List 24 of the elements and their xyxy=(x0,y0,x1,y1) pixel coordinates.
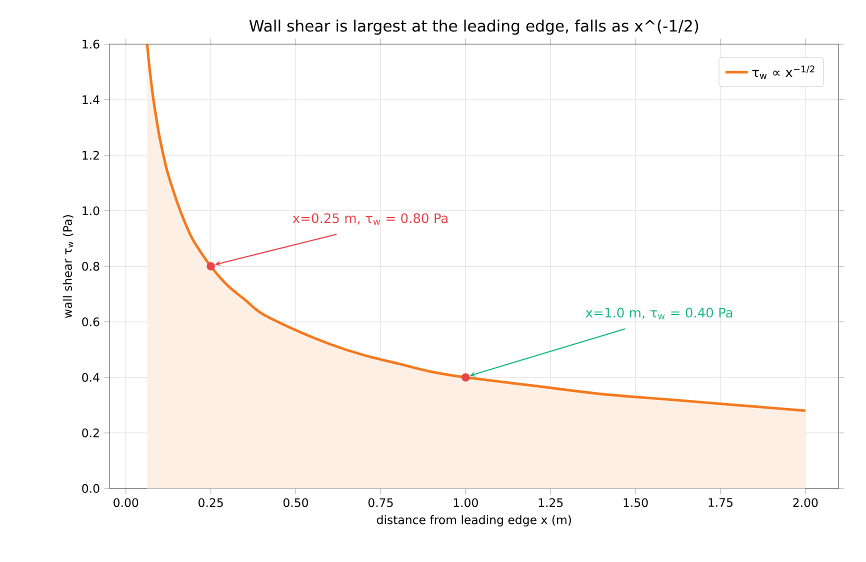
x-tick-label: 1.50 xyxy=(624,498,648,508)
x-tick-label: 0.00 xyxy=(114,498,138,508)
x-tick-label: 0.75 xyxy=(368,498,393,508)
y-tick-label: 0.4 xyxy=(82,372,100,382)
x-tick-label: 2.00 xyxy=(793,498,818,508)
x-axis-title: distance from leading edge x (m) xyxy=(376,515,571,526)
x-tick-label: 0.25 xyxy=(198,498,223,508)
x-tick-label: 1.25 xyxy=(538,498,563,508)
legend-label: τ$_{w}$ ∝ x$^{−1/2}$ xyxy=(752,66,814,79)
y-tick-label: 0.8 xyxy=(82,262,100,271)
y-tick-label: 0.0 xyxy=(82,484,100,493)
y-tick-label: 1.6 xyxy=(82,40,100,49)
annotation: x=0.25 m, τ$_{w}$ = 0.80 Pa xyxy=(292,213,448,225)
y-tick-label: 0.2 xyxy=(82,428,99,438)
x-tick-label: 0.50 xyxy=(283,498,308,508)
y-tick-label: 1.2 xyxy=(82,150,99,160)
x-tick-label: 1.75 xyxy=(708,498,732,507)
chart-title: Wall shear is largest at the leading edge, falls as x^(-1/2) xyxy=(249,20,698,35)
y-tick-label: 0.6 xyxy=(82,317,100,326)
y-tick-label: 1.0 xyxy=(82,206,100,216)
annotation: x=1.0 m, τ$_{w}$ = 0.40 Pa xyxy=(586,308,732,320)
x-tick-label: 1.00 xyxy=(454,498,478,508)
y-tick-label: 1.4 xyxy=(82,95,100,104)
y-axis-title: wall shear τ$_{w}$ (Pa) xyxy=(62,215,74,318)
